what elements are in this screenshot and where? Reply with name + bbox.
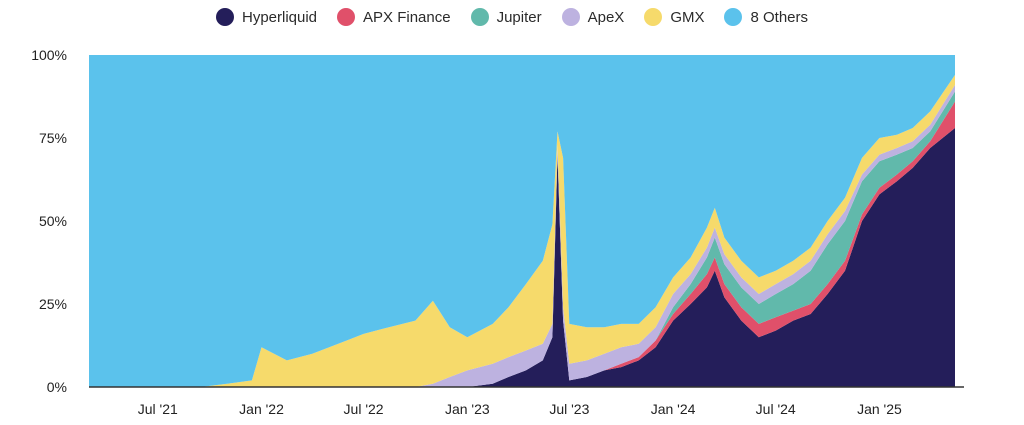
legend-swatch-gmx [644, 8, 663, 26]
legend-swatch-8-others [724, 8, 743, 26]
y-tick-label: 75% [39, 130, 67, 146]
y-tick-label: 25% [39, 296, 67, 312]
legend-item-apx-finance: APX Finance [337, 8, 451, 26]
legend-item-8-others: 8 Others [724, 8, 808, 26]
legend-label-apx-finance: APX Finance [363, 8, 451, 26]
x-tick-label: Jan '22 [239, 401, 284, 417]
x-tick-label: Jan '23 [445, 401, 490, 417]
y-tick-label: 100% [31, 47, 67, 63]
legend-swatch-jupiter [470, 8, 489, 26]
legend-label-jupiter: Jupiter [496, 8, 542, 26]
area-8-others [89, 55, 955, 387]
legend-swatch-hyperliquid [215, 8, 234, 26]
stacked-areas [89, 55, 955, 388]
x-tick-label: Jan '24 [651, 401, 696, 417]
y-tick-label: 50% [39, 213, 67, 229]
legend-item-jupiter: Jupiter [470, 8, 542, 26]
legend-swatch-apex [561, 8, 580, 26]
area-hyperliquid [89, 128, 955, 387]
x-tick-label: Jul '23 [549, 401, 589, 417]
legend-item-apex: ApeX [561, 8, 625, 26]
x-tick-label: Jul '21 [138, 401, 178, 417]
area-apx-finance [89, 101, 955, 387]
legend: Hyperliquid APX Finance Jupiter ApeX GMX… [0, 8, 1024, 26]
y-tick-label: 0% [47, 379, 67, 395]
legend-label-hyperliquid: Hyperliquid [241, 8, 318, 26]
legend-item-hyperliquid: Hyperliquid [215, 8, 318, 26]
x-tick-label: Jan '25 [857, 401, 902, 417]
legend-label-8-others: 8 Others [750, 8, 809, 26]
legend-label-apex: ApeX [587, 8, 625, 26]
x-axis: Jul '21 Jan '22 Jul '22 Jan '23 Jul '23 Jan '… [89, 386, 964, 417]
area-gmx [89, 74, 955, 388]
x-tick-label: Jul '22 [344, 401, 384, 417]
legend-swatch-apx-finance [337, 8, 356, 26]
legend-label-gmx: GMX [670, 8, 705, 26]
legend-item-gmx: GMX [644, 8, 704, 26]
y-axis: 0% 25% 50% 75% 100% [31, 47, 67, 395]
x-tick-label: Jul '24 [756, 401, 796, 417]
